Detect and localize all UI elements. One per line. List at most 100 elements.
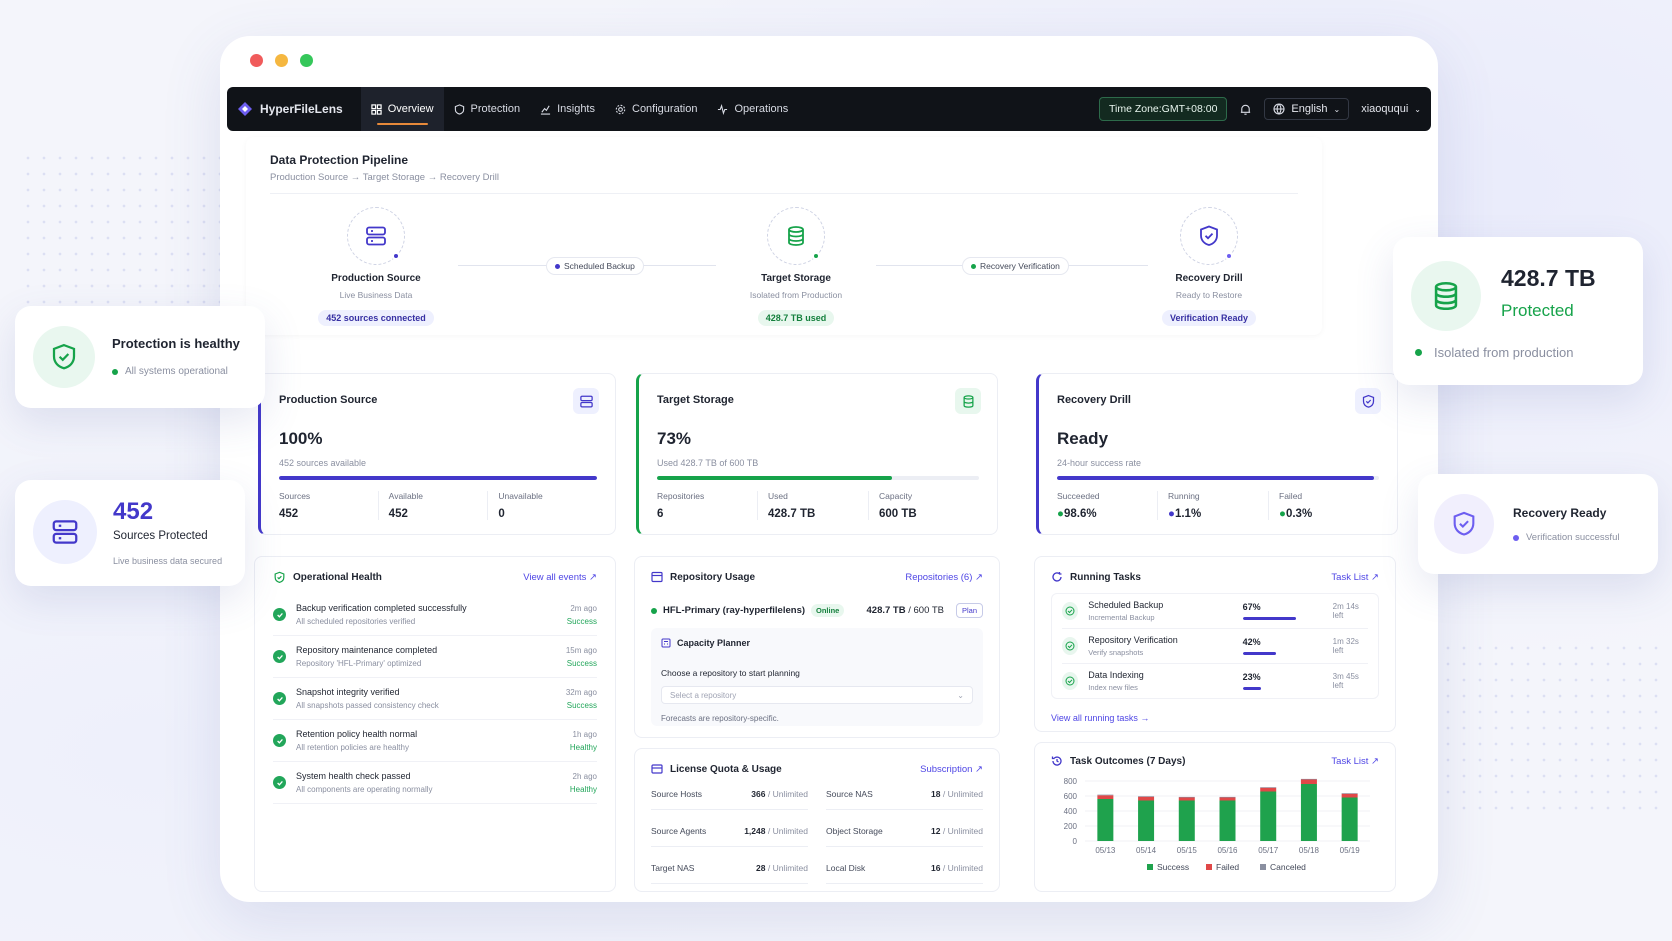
stat-label: Failed: [1279, 491, 1303, 501]
card-target-storage[interactable]: Target Storage 73% Used 428.7 TB of 600 …: [636, 373, 998, 535]
list-item[interactable]: Retention policy health normal All retent…: [273, 720, 597, 762]
check-circle-icon: [1062, 637, 1079, 655]
stat-label: Available: [388, 491, 424, 501]
card-progress-bar: [279, 476, 597, 480]
card-value: 100%: [279, 429, 323, 448]
license-limit: / Unlimited: [767, 826, 808, 836]
calculator-icon: [661, 638, 671, 648]
task-sub: Verify snapshots: [1088, 648, 1144, 657]
node-title: Recovery Drill: [1175, 273, 1243, 284]
card-title: Target Storage: [657, 394, 734, 406]
list-icon: [651, 571, 663, 583]
task-percent: 42%: [1242, 637, 1261, 647]
license-quota-panel: License Quota & Usage Subscription ↗ Sou…: [634, 748, 1000, 892]
time-zone-button[interactable]: Time Zone:GMT+08:00: [1098, 97, 1228, 121]
task-row[interactable]: Repository Verification Verify snapshots 4…: [1062, 629, 1368, 664]
view-all-events-link[interactable]: View all events ↗: [523, 572, 597, 583]
bar-canceled-05/18: [1300, 778, 1317, 780]
float-sub: Live business data secured: [113, 556, 223, 566]
stat-value: 6: [657, 508, 664, 520]
list-item[interactable]: Snapshot integrity verified All snapshots…: [273, 678, 597, 720]
license-value: 16: [931, 863, 941, 873]
stat-used: Used 428.7 TB: [757, 491, 868, 520]
server-icon: [579, 395, 593, 407]
bar-failed-05/17: [1260, 787, 1277, 792]
node-title: Target Storage: [761, 273, 831, 284]
view-all-running-tasks-link[interactable]: View all running tasks →: [1051, 713, 1150, 723]
bar-success-05/16: [1219, 800, 1236, 841]
event-sub: All retention policies are healthy: [296, 743, 409, 752]
window-minimize-button[interactable]: [275, 54, 288, 67]
event-title: Backup verification completed successful…: [296, 603, 467, 613]
card-recovery-drill[interactable]: Recovery Drill Ready 24-hour success rat…: [1036, 373, 1398, 535]
nav-operations[interactable]: Operations: [707, 87, 798, 131]
task-progress-bar: [1242, 687, 1323, 690]
task-time-left: 3m 45s left: [1332, 672, 1359, 690]
node-recovery-drill[interactable]: Recovery Drill Ready to Restore Verifica…: [1134, 207, 1284, 326]
nav-protection[interactable]: Protection: [444, 87, 531, 131]
repositories-link[interactable]: Repositories (6) ↗: [905, 571, 983, 583]
bar-canceled-05/16: [1219, 796, 1236, 798]
stat-label: Repositories: [657, 491, 705, 501]
shield-check-icon: [52, 343, 76, 370]
repository-name: HFL-Primary (ray-hyperfilelens): [663, 605, 806, 616]
list-item[interactable]: Repository maintenance completed Reposito…: [273, 636, 597, 678]
task-outcomes-chart: 800 600 400 200 0 05/13 05/14 05/15 05/16 05/17 05…: [1064, 777, 1370, 872]
bell-icon[interactable]: [1239, 103, 1252, 116]
nav-insights[interactable]: Insights: [530, 87, 605, 131]
stat-value: 600 TB: [879, 508, 917, 520]
stat-label: Succeeded: [1057, 491, 1100, 501]
link-label: View all running tasks: [1051, 713, 1138, 723]
nav-configuration[interactable]: Configuration: [605, 87, 707, 131]
license-label: Target NAS: [651, 863, 695, 873]
nav-overview[interactable]: Overview: [360, 87, 444, 131]
event-time: 32m ago: [565, 687, 597, 697]
x-tick-label: 05/18: [1299, 846, 1320, 855]
task-row[interactable]: Scheduled Backup Incremental Backup 67% 2m …: [1062, 594, 1368, 629]
window-maximize-button[interactable]: [300, 54, 313, 67]
status-badge: Online: [811, 604, 845, 617]
planner-label: Choose a repository to start planning: [661, 668, 800, 678]
task-list-link[interactable]: Task List ↗: [1331, 571, 1379, 583]
window-close-button[interactable]: [250, 54, 263, 67]
repository-select[interactable]: Select a repository ⌄: [661, 686, 973, 704]
progress-fill: [1242, 617, 1297, 620]
progress-fill: [1242, 687, 1262, 690]
node-production-source[interactable]: Production Source Live Business Data 452…: [301, 207, 451, 326]
task-row[interactable]: Data Indexing Index new files 23% 3m 45s le…: [1062, 664, 1368, 698]
license-value: 12: [931, 826, 941, 836]
card-production-source[interactable]: Production Source 100% 452 sources avail…: [258, 373, 616, 535]
panel-title: Task Outcomes (7 Days): [1070, 755, 1186, 767]
operational-health-panel: Operational Health View all events ↗ Bac…: [254, 556, 616, 892]
background-dots: [20, 150, 240, 330]
stat-sources: Sources 452: [279, 491, 378, 520]
database-icon: [788, 226, 804, 246]
y-tick-label: 800: [1064, 777, 1078, 786]
list-item[interactable]: Backup verification completed successful…: [273, 594, 597, 636]
float-label: Sources Protected: [113, 530, 208, 542]
stat-label: Used: [768, 491, 788, 501]
shield-check-icon: [274, 571, 285, 583]
license-label: Source Hosts: [651, 789, 703, 799]
card-value: Ready: [1057, 429, 1109, 448]
select-placeholder: Select a repository: [670, 690, 737, 700]
task-percent: 67%: [1242, 602, 1261, 612]
x-tick-label: 05/17: [1258, 846, 1279, 855]
legend-swatch: [1147, 864, 1153, 870]
language-select[interactable]: English ⌄: [1264, 98, 1350, 120]
top-nav: HyperFileLens Overview Protection Insigh…: [227, 87, 1431, 131]
stat-label: Unavailable: [498, 491, 543, 501]
task-progress-bar: [1242, 652, 1323, 655]
node-sub: Ready to Restore: [1175, 290, 1243, 300]
subscription-link[interactable]: Subscription ↗: [920, 763, 983, 775]
stat-value: 452: [388, 508, 408, 520]
node-target-storage[interactable]: Target Storage Isolated from Production …: [721, 207, 871, 326]
user-menu[interactable]: xiaoququi ⌄: [1361, 103, 1421, 115]
bar-success-05/18: [1300, 784, 1317, 841]
list-item[interactable]: System health check passed All components…: [273, 762, 597, 804]
plan-button[interactable]: Plan: [955, 603, 983, 618]
repository-row[interactable]: HFL-Primary (ray-hyperfilelens) Online 4…: [651, 603, 983, 618]
task-list-link[interactable]: Task List ↗: [1331, 755, 1379, 767]
app-logo[interactable]: HyperFileLens: [237, 101, 343, 117]
link-scheduled-backup: Scheduled Backup: [546, 257, 644, 275]
